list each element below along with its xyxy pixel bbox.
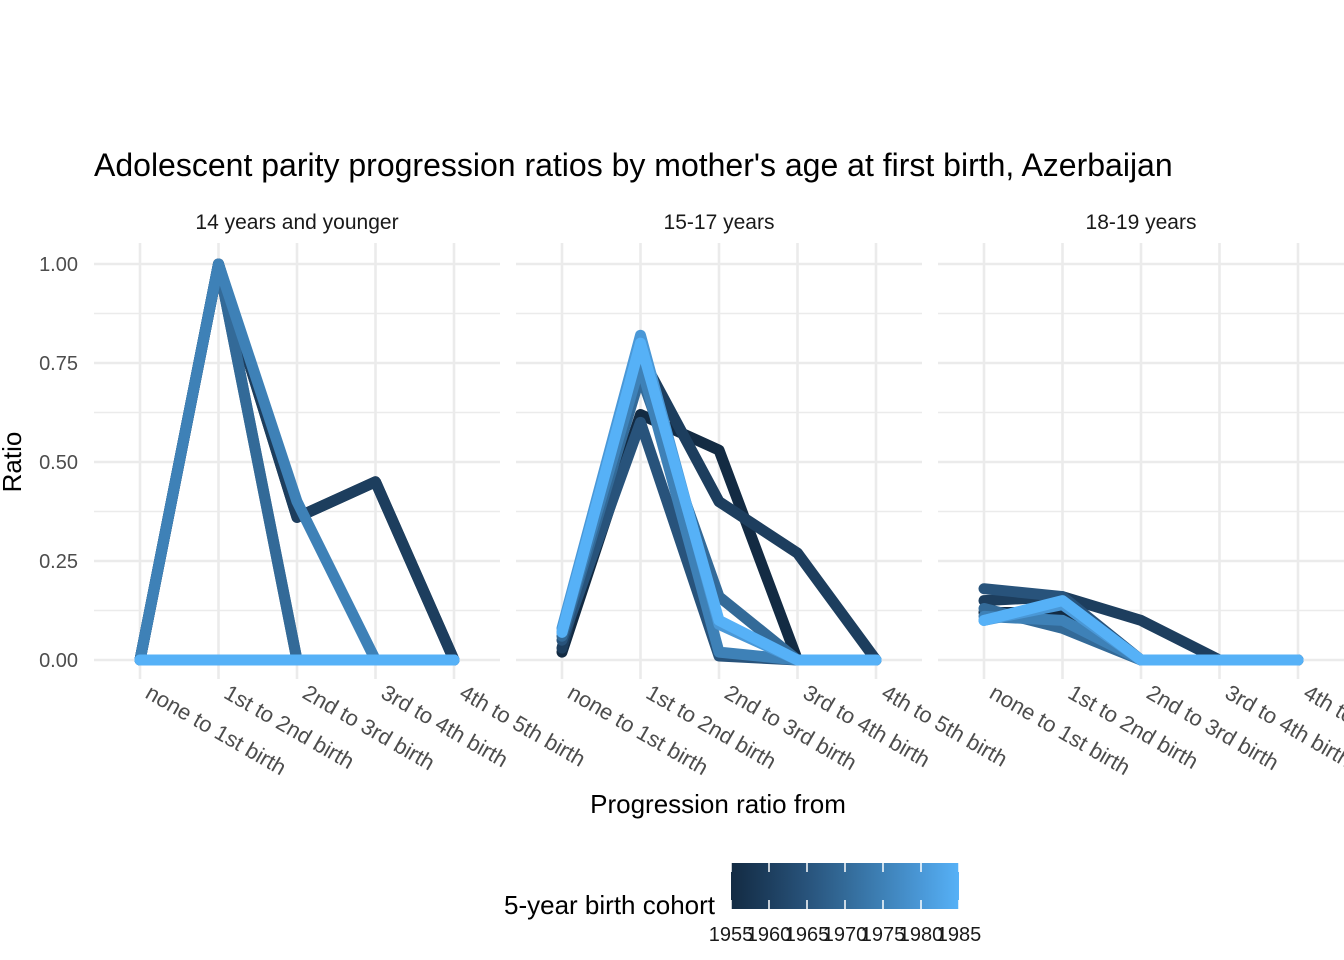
x-tick-label: 2nd to 3rd birth <box>299 680 440 776</box>
y-tick-label: 1.00 <box>39 254 78 276</box>
x-tick-label: none to 1st birth <box>564 680 713 781</box>
legend-tick-label: 1970 <box>823 924 868 946</box>
legend: 5-year birth cohort 19551960196519701975… <box>504 863 981 946</box>
legend-tick-label: 1975 <box>861 924 906 946</box>
legend-tick-label: 1985 <box>937 924 982 946</box>
legend-tick-label: 1965 <box>785 924 830 946</box>
x-tick-label: 2nd to 3rd birth <box>1143 680 1284 776</box>
y-tick-label: 0.25 <box>39 551 78 573</box>
x-tick-label: none to 1st birth <box>142 680 291 781</box>
y-axis-title: Ratio <box>0 432 27 493</box>
y-tick-label: 0.75 <box>39 353 78 375</box>
x-tick-label: none to 1st birth <box>986 680 1135 781</box>
legend-tick-label: 1980 <box>899 924 944 946</box>
panel-strip-label: 18-19 years <box>1086 211 1197 234</box>
x-axis-title: Progression ratio from <box>590 789 846 819</box>
series-line-1985 <box>978 595 1304 666</box>
y-tick-label: 0.50 <box>39 452 78 474</box>
x-tick-label: 2nd to 3rd birth <box>721 680 862 776</box>
legend-title: 5-year birth cohort <box>504 890 716 920</box>
panel-strip-label: 15-17 years <box>664 211 775 234</box>
y-tick-label: 0.00 <box>39 650 78 672</box>
chart-title: Adolescent parity progression ratios by … <box>94 147 1173 183</box>
panel-strip-label: 14 years and younger <box>195 211 398 234</box>
series-line-1985 <box>556 337 882 666</box>
legend-tick-label: 1960 <box>747 924 792 946</box>
legend-tick-label: 1955 <box>709 924 754 946</box>
